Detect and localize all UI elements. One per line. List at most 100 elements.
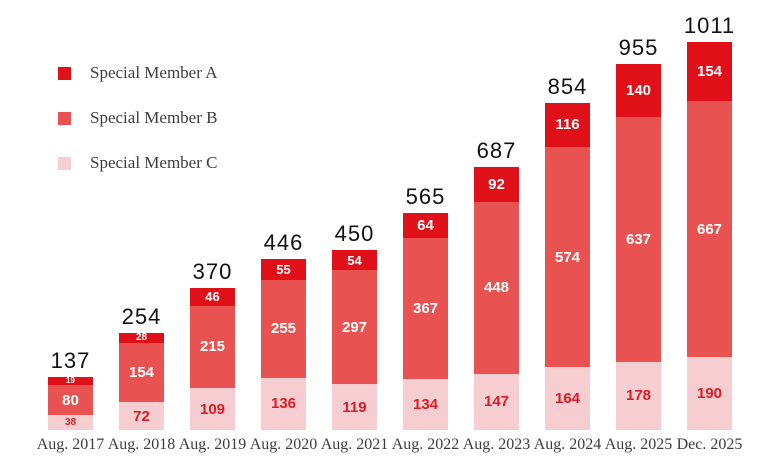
bar-segment: 215 [190,305,235,389]
bar-segment: 92 [474,166,519,202]
bar-total-label: 137 [50,348,91,374]
segment-value-label: 147 [483,393,510,411]
bar-total-label: 565 [405,184,446,210]
legend-item: Special Member A [58,63,218,82]
legend-swatch-icon [58,66,71,80]
segment-value-label: 154 [696,63,723,81]
bar-group: 565 64 367 134 [403,184,448,430]
legend-item: Special Member B [58,108,218,127]
segment-value-label: 116 [555,116,580,134]
bar-segment: 164 [545,367,590,430]
segment-value-label: 55 [276,262,291,278]
bar-segment: 19 [48,376,93,386]
bar-segment: 28 [119,331,164,344]
x-axis-label: Aug. 2017 [36,436,105,453]
legend-swatch-icon [58,156,71,170]
legend-label: Special Member A [90,63,218,82]
legend: Special Member A Special Member B Special … [58,63,218,201]
segment-value-label: 367 [412,299,439,317]
bar-total-label: 254 [121,303,162,329]
legend-label: Special Member C [90,153,218,172]
segment-value-label: 190 [696,385,723,403]
segment-value-label: 297 [341,318,368,336]
bar-group: 854 116 574 164 [545,74,590,430]
segment-value-label: 164 [554,390,581,408]
bar-segment: 72 [119,402,164,430]
bar-total-label: 854 [547,73,588,99]
bar-segment: 637 [616,117,661,362]
segment-value-label: 92 [488,175,505,193]
bar-segment: 116 [545,102,590,147]
segment-value-label: 154 [128,364,155,382]
bar-segment: 297 [332,270,377,385]
segment-value-label: 178 [625,387,652,405]
x-axis-label: Aug. 2020 [249,436,318,453]
x-axis-label: Aug. 2022 [391,436,460,453]
x-axis-label: Dec. 2025 [676,436,743,453]
bar-segment: 64 [403,213,448,238]
bar-segment: 154 [687,42,732,102]
bar-segment: 190 [687,357,732,430]
bar-group: 1011 154 667 190 [684,13,734,430]
x-axis-label: Aug. 2019 [178,436,247,453]
segment-value-label: 255 [270,320,297,338]
segment-value-label: 134 [412,395,439,413]
segment-value-label: 215 [199,338,226,356]
bar-segment: 178 [616,361,661,430]
x-axis-label: Aug. 2025 [604,436,673,453]
bar-total-label: 450 [334,220,375,246]
bar-segment: 140 [616,63,661,118]
bar-segment: 154 [119,343,164,403]
bar-segment: 134 [403,378,448,430]
segment-value-label: 80 [62,391,79,409]
x-axis-label: Aug. 2021 [320,436,389,453]
bar-group: 254 28 154 72 [119,304,164,430]
legend-item: Special Member C [58,153,218,172]
bar-group: 955 140 637 178 [616,35,661,430]
bar-segment: 55 [261,259,306,281]
segment-value-label: 637 [625,231,652,249]
segment-value-label: 38 [64,416,77,428]
segment-value-label: 140 [625,82,652,100]
legend-label: Special Member B [90,108,218,127]
bar-total-label: 687 [476,137,517,163]
segment-value-label: 28 [135,331,148,343]
bar-group: 450 54 297 119 [332,221,377,430]
x-axis-label: Aug. 2023 [462,436,531,453]
bar-segment: 574 [545,146,590,368]
segment-value-label: 72 [133,407,150,425]
segment-value-label: 574 [554,248,581,266]
bar-segment: 667 [687,101,732,358]
bar-segment: 136 [261,377,306,430]
bar-segment: 38 [48,415,93,430]
bar-total-label: 370 [192,259,233,285]
bar-segment: 109 [190,388,235,430]
bar-segment: 80 [48,384,93,416]
segment-value-label: 109 [199,400,226,418]
x-axis-label: Aug. 2024 [533,436,602,453]
legend-swatch-icon [58,111,71,125]
segment-value-label: 448 [483,279,510,297]
segment-value-label: 46 [205,289,220,305]
bar-segment: 54 [332,249,377,271]
segment-value-label: 54 [347,252,362,268]
segment-value-label: 136 [270,395,297,413]
segment-value-label: 64 [417,217,434,235]
bar-segment: 448 [474,201,519,374]
bar-total-label: 955 [618,34,659,60]
bar-segment: 119 [332,384,377,430]
bar-segment: 255 [261,280,306,378]
bar-segment: 147 [474,373,519,430]
bar-group: 137 19 80 38 [48,348,93,430]
segment-value-label: 667 [696,220,723,238]
bar-segment: 46 [190,288,235,306]
bar-total-label: 1011 [683,13,736,39]
bar-group: 687 92 448 147 [474,138,519,430]
bar-group: 446 55 255 136 [261,230,306,430]
bar-group: 370 46 215 109 [190,259,235,430]
segment-value-label: 119 [342,398,367,416]
segment-value-label: 19 [66,376,75,386]
x-axis-label: Aug. 2018 [107,436,176,453]
